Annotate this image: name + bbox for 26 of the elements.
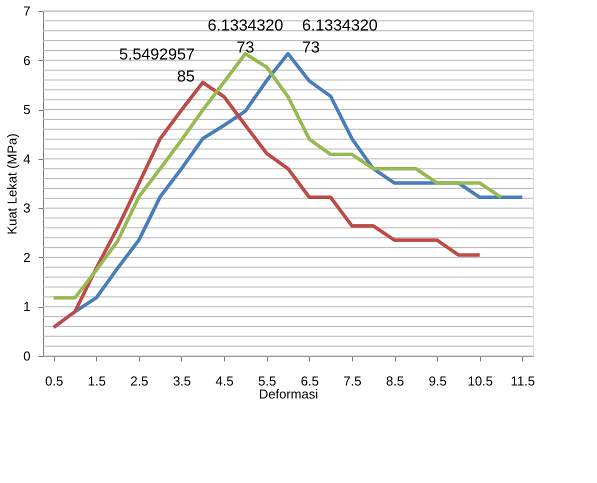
- x-tick-label: 7.5: [343, 374, 362, 388]
- y-tick-label: 1: [23, 299, 30, 314]
- y-tick-label: 7: [23, 4, 30, 18]
- y-tick-label: 2: [23, 250, 30, 265]
- y-axis-title: Kuat Lekat (MPa): [4, 133, 20, 235]
- x-tick-label: 9.5: [428, 374, 447, 388]
- x-tick-label: 1.5: [88, 374, 106, 388]
- x-tick-label: 5.5: [258, 374, 276, 388]
- y-tick-label: 6: [23, 52, 30, 68]
- x-tick-label: 6.5: [300, 374, 319, 388]
- y-tick-label: 4: [23, 151, 30, 166]
- annotation: 6.133432073: [302, 18, 378, 57]
- line-series: [52, 80, 482, 330]
- x-tick-label: 3.5: [172, 374, 192, 388]
- annotation: 6.133432073: [208, 18, 284, 57]
- y-tick-label: 5: [23, 102, 30, 118]
- x-axis-title: Deformasi: [258, 386, 318, 402]
- y-tick-label: 3: [23, 200, 30, 216]
- x-tick-label: 8.5: [386, 374, 404, 388]
- y-tick-label: 0: [23, 348, 30, 364]
- x-tick-label: 10.5: [468, 374, 493, 388]
- x-tick-label: 11.5: [510, 374, 536, 388]
- x-tick-label: 2.5: [130, 374, 148, 388]
- annotation: 5.549295785: [119, 46, 195, 86]
- x-tick-label: 4.5: [216, 374, 234, 388]
- x-tick-label: 0.5: [45, 374, 64, 388]
